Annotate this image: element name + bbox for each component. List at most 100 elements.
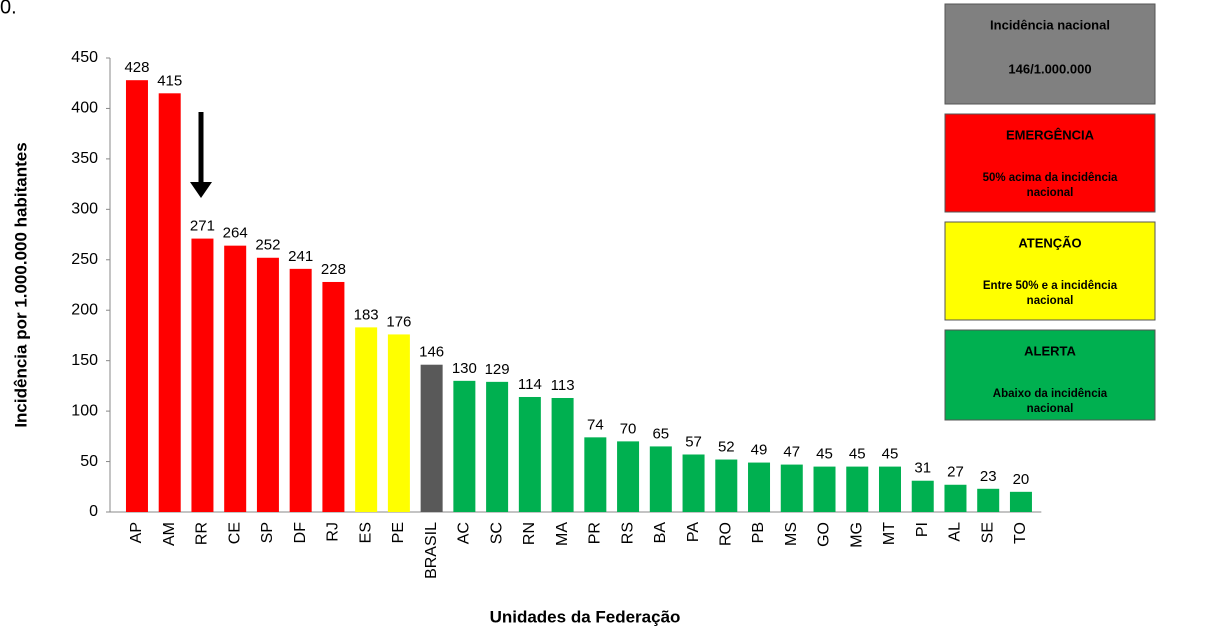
data-label: 264 [223, 225, 248, 242]
x-tick-label: SP [259, 522, 276, 543]
y-tick-label: 350 [71, 150, 98, 167]
x-tick-label: AP [128, 522, 145, 543]
legend-box [944, 329, 1156, 421]
arrow [190, 112, 212, 198]
x-tick-label: RN [521, 522, 538, 545]
data-label: 183 [354, 306, 379, 323]
legend-title: ALERTA [1024, 343, 1076, 358]
bar [518, 396, 541, 512]
data-label: 428 [124, 59, 149, 76]
data-label: 70 [620, 420, 637, 437]
x-tick-label: MG [848, 522, 865, 548]
legend-box [944, 221, 1156, 321]
bar [977, 488, 1000, 512]
x-tick-label: AL [947, 522, 964, 542]
x-tick-label: DF [292, 522, 309, 544]
y-tick-label: 50 [80, 453, 98, 470]
data-label: 129 [485, 361, 510, 378]
x-tick-label: AM [161, 522, 178, 546]
corner-text: 0. [0, 0, 17, 18]
y-tick-label: 450 [71, 49, 98, 66]
x-tick-label: RO [718, 522, 735, 546]
bar [322, 281, 345, 512]
bar [387, 334, 410, 512]
bar [551, 397, 574, 512]
bar [224, 245, 247, 513]
legend-box [944, 3, 1156, 105]
y-tick-label: 150 [71, 352, 98, 369]
bar [944, 484, 967, 512]
data-label: 23 [980, 468, 997, 485]
bar [256, 257, 279, 512]
y-tick-label: 200 [71, 301, 98, 318]
bar [748, 462, 771, 512]
bar [420, 364, 443, 512]
data-label: 252 [255, 237, 280, 254]
x-tick-label: AC [456, 522, 473, 544]
bar [355, 327, 378, 512]
data-label: 45 [849, 446, 866, 463]
x-tick-label: PI [914, 522, 931, 537]
x-tick-label: MA [554, 522, 571, 546]
data-label: 415 [157, 72, 182, 89]
bar [125, 80, 148, 512]
x-tick-label: BA [652, 522, 669, 544]
data-label: 57 [685, 433, 702, 450]
x-tick-label: PE [390, 522, 407, 543]
legend-text: 50% acima da incidência [983, 172, 1118, 184]
data-label: 49 [751, 442, 768, 459]
x-tick-label: RR [194, 522, 211, 545]
x-axis-label: Unidades da Federação [490, 607, 681, 626]
bar [682, 454, 705, 512]
x-tick-label: MS [783, 522, 800, 546]
legend-box [944, 113, 1156, 213]
bar [584, 437, 607, 512]
data-label: 130 [452, 360, 477, 377]
data-label: 113 [551, 377, 575, 394]
bar [878, 466, 901, 512]
bar [813, 466, 836, 512]
bar [649, 446, 672, 512]
x-tick-label: ES [357, 522, 374, 543]
y-tick-label: 250 [71, 251, 98, 268]
bar [780, 464, 803, 512]
bar [453, 380, 476, 512]
data-label: 47 [783, 444, 800, 461]
y-tick-label: 100 [71, 402, 98, 419]
data-label: 20 [1013, 471, 1030, 488]
bar [715, 459, 738, 512]
legend-text: nacional [1027, 295, 1074, 307]
x-tick-label: PA [685, 522, 702, 542]
x-tick-label: BRASIL [423, 522, 440, 579]
legend-text: 146/1.000.000 [1008, 61, 1091, 76]
legend-title: EMERGÊNCIA [1006, 127, 1095, 142]
legend-title: ATENÇÃO [1018, 235, 1081, 250]
legend-text: nacional [1027, 187, 1074, 199]
data-label: 74 [587, 416, 604, 433]
legend-text: Abaixo da incidência [993, 388, 1108, 400]
x-tick-label: GO [816, 522, 833, 547]
y-tick-label: 400 [71, 100, 98, 117]
data-label: 228 [321, 261, 346, 278]
data-label: 271 [190, 218, 215, 235]
x-tick-label: CE [226, 522, 243, 544]
bar [158, 93, 181, 513]
bar [1009, 491, 1032, 512]
x-tick-label: MT [881, 522, 898, 545]
data-label: 31 [914, 460, 931, 477]
data-label: 45 [816, 446, 833, 463]
x-tick-label: TO [1012, 522, 1029, 544]
y-tick-label: 300 [71, 201, 98, 218]
x-tick-label: SC [488, 522, 505, 544]
x-tick-label: PR [587, 522, 604, 544]
data-label: 241 [288, 248, 313, 265]
bar [289, 268, 312, 512]
bar [617, 441, 640, 512]
legend-text: nacional [1027, 403, 1074, 415]
data-label: 176 [386, 313, 411, 330]
data-label: 45 [882, 446, 899, 463]
legend-title: Incidência nacional [990, 17, 1110, 32]
data-label: 27 [947, 464, 964, 481]
data-label: 52 [718, 439, 735, 456]
